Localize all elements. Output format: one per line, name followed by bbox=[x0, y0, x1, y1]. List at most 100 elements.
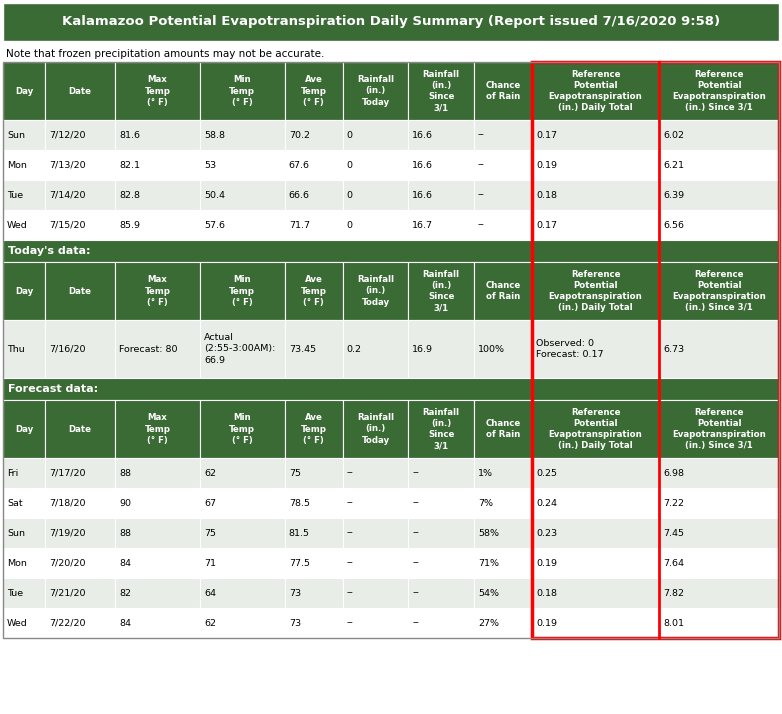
Bar bbox=[285, 120, 343, 150]
Text: Actual
(2:55-3:00AM):
66.9: Actual (2:55-3:00AM): 66.9 bbox=[204, 333, 275, 365]
Text: 7/16/20: 7/16/20 bbox=[49, 344, 86, 353]
Bar bbox=[343, 400, 408, 458]
Bar bbox=[45, 548, 115, 578]
Bar bbox=[45, 458, 115, 488]
Text: 82: 82 bbox=[119, 588, 131, 598]
Bar bbox=[659, 548, 779, 578]
Bar bbox=[659, 150, 779, 180]
Bar bbox=[343, 62, 408, 120]
Bar bbox=[115, 210, 200, 240]
Text: Sun: Sun bbox=[7, 528, 25, 538]
Bar bbox=[285, 180, 343, 210]
Text: --: -- bbox=[346, 528, 353, 538]
Text: --: -- bbox=[412, 468, 419, 478]
Bar bbox=[200, 578, 285, 608]
Text: 7/13/20: 7/13/20 bbox=[49, 161, 86, 169]
Bar bbox=[200, 150, 285, 180]
Bar bbox=[115, 518, 200, 548]
Bar bbox=[532, 458, 659, 488]
Bar bbox=[285, 488, 343, 518]
Bar bbox=[45, 578, 115, 608]
Text: 53: 53 bbox=[204, 161, 216, 169]
Text: 0: 0 bbox=[346, 161, 353, 169]
Text: 0: 0 bbox=[346, 131, 353, 139]
Bar bbox=[408, 400, 474, 458]
Bar bbox=[343, 488, 408, 518]
Bar bbox=[285, 608, 343, 638]
Text: Reference
Potential
Evapotranspiration
(in.) Since 3/1: Reference Potential Evapotranspiration (… bbox=[673, 408, 766, 450]
Text: 70.2: 70.2 bbox=[289, 131, 310, 139]
Text: Rainfall
(in.)
Since
3/1: Rainfall (in.) Since 3/1 bbox=[423, 408, 460, 450]
Bar bbox=[532, 578, 659, 608]
Bar bbox=[474, 458, 532, 488]
Bar bbox=[200, 62, 285, 120]
Text: --: -- bbox=[478, 131, 485, 139]
Bar bbox=[285, 320, 343, 378]
Text: Forecast data:: Forecast data: bbox=[8, 384, 98, 394]
Text: 27%: 27% bbox=[478, 618, 499, 628]
Bar bbox=[659, 608, 779, 638]
Text: 84: 84 bbox=[119, 558, 131, 568]
Bar bbox=[200, 548, 285, 578]
Bar bbox=[115, 400, 200, 458]
Text: Mon: Mon bbox=[7, 558, 27, 568]
Bar bbox=[200, 518, 285, 548]
Text: 58.8: 58.8 bbox=[204, 131, 225, 139]
Bar bbox=[200, 262, 285, 320]
Text: 7.45: 7.45 bbox=[663, 528, 684, 538]
Text: Rainfall
(in.)
Since
3/1: Rainfall (in.) Since 3/1 bbox=[423, 270, 460, 312]
Bar bbox=[3, 488, 45, 518]
Text: 85.9: 85.9 bbox=[119, 221, 140, 229]
Text: 0.23: 0.23 bbox=[536, 528, 557, 538]
Text: Chance
of Rain: Chance of Rain bbox=[486, 81, 521, 101]
Text: 0: 0 bbox=[346, 191, 353, 199]
Text: 7/12/20: 7/12/20 bbox=[49, 131, 86, 139]
Bar bbox=[532, 62, 659, 120]
Bar bbox=[285, 518, 343, 548]
Bar bbox=[45, 62, 115, 120]
Text: Tue: Tue bbox=[7, 191, 23, 199]
Text: 50.4: 50.4 bbox=[204, 191, 225, 199]
Text: 0.17: 0.17 bbox=[536, 131, 557, 139]
Bar bbox=[3, 120, 45, 150]
Bar bbox=[3, 400, 45, 458]
Text: 62: 62 bbox=[204, 468, 216, 478]
Text: 84: 84 bbox=[119, 618, 131, 628]
Text: 0.19: 0.19 bbox=[536, 618, 557, 628]
Bar bbox=[474, 180, 532, 210]
Bar bbox=[115, 262, 200, 320]
Text: Wed: Wed bbox=[7, 618, 27, 628]
Text: --: -- bbox=[478, 221, 485, 229]
Bar bbox=[285, 458, 343, 488]
Bar bbox=[45, 320, 115, 378]
Text: 7.64: 7.64 bbox=[663, 558, 684, 568]
Text: Kalamazoo Potential Evapotranspiration Daily Summary (Report issued 7/16/2020 9:: Kalamazoo Potential Evapotranspiration D… bbox=[62, 16, 720, 29]
Bar bbox=[532, 150, 659, 180]
Text: 88: 88 bbox=[119, 528, 131, 538]
Bar bbox=[474, 150, 532, 180]
Bar bbox=[343, 150, 408, 180]
Text: 82.1: 82.1 bbox=[119, 161, 140, 169]
Bar bbox=[408, 262, 474, 320]
Bar bbox=[408, 150, 474, 180]
Text: 88: 88 bbox=[119, 468, 131, 478]
Bar bbox=[343, 120, 408, 150]
Text: Reference
Potential
Evapotranspiration
(in.) Since 3/1: Reference Potential Evapotranspiration (… bbox=[673, 70, 766, 112]
Text: 1%: 1% bbox=[478, 468, 493, 478]
Bar bbox=[532, 608, 659, 638]
Text: Ave
Temp
(° F): Ave Temp (° F) bbox=[301, 276, 327, 306]
Text: 67.6: 67.6 bbox=[289, 161, 310, 169]
Bar bbox=[200, 320, 285, 378]
Bar bbox=[285, 578, 343, 608]
Text: Day: Day bbox=[15, 425, 34, 433]
Text: 6.39: 6.39 bbox=[663, 191, 684, 199]
Text: 0.24: 0.24 bbox=[536, 498, 557, 508]
Text: 100%: 100% bbox=[478, 344, 505, 353]
Bar bbox=[408, 180, 474, 210]
Bar bbox=[115, 608, 200, 638]
Text: Min
Temp
(° F): Min Temp (° F) bbox=[229, 413, 256, 445]
Text: 64: 64 bbox=[204, 588, 216, 598]
Text: 0.18: 0.18 bbox=[536, 588, 557, 598]
Text: 54%: 54% bbox=[478, 588, 499, 598]
Bar bbox=[3, 62, 45, 120]
